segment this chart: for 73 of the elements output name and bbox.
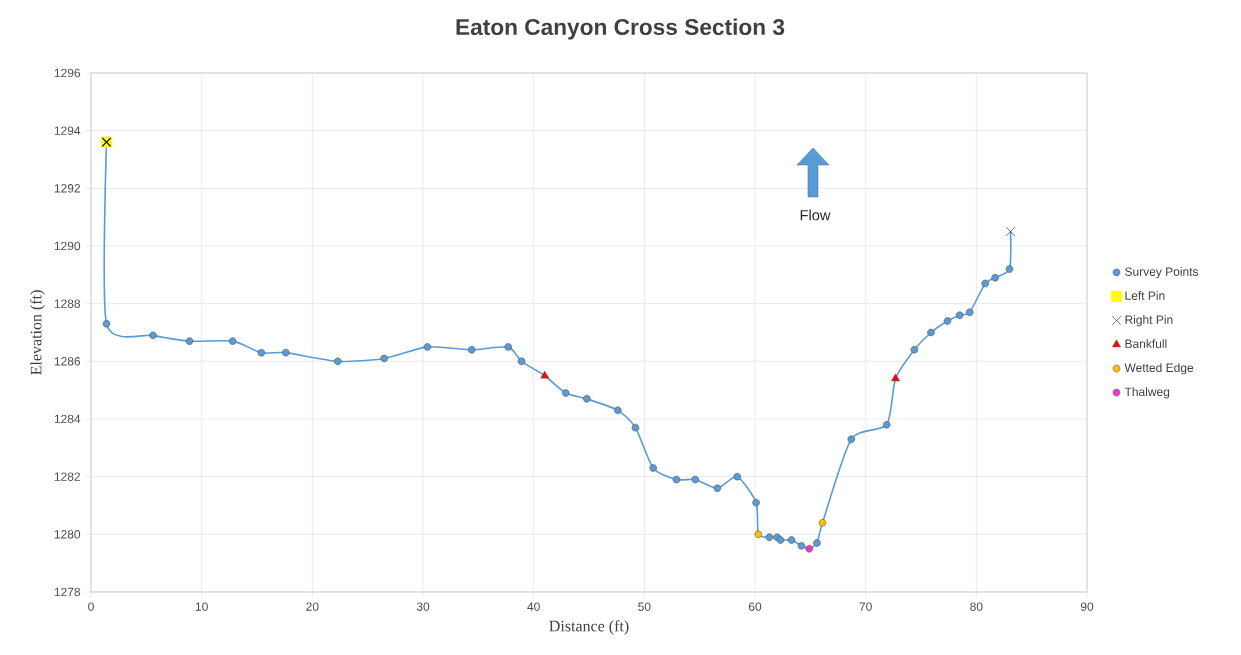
point [562,389,570,397]
point [847,435,856,443]
point [540,370,550,379]
point [185,337,194,345]
point [927,328,935,337]
x-tick-label: 90 [1080,602,1094,611]
y-tick-label: 1280 [54,530,81,539]
x-tick-label: 70 [859,602,872,611]
point [672,475,681,484]
y-tick-label: 1278 [54,587,81,597]
point [776,536,785,544]
point [965,308,974,317]
point [981,279,989,288]
point [1005,265,1014,273]
point [257,348,266,357]
point [797,542,806,550]
annotation: Flow [800,209,831,221]
legend-label: Thalweg [1124,387,1170,399]
point [631,423,640,432]
legend-label: Right Pin [1125,315,1173,327]
point [752,498,760,507]
point [228,337,237,345]
x-tick-label: 0 [88,602,94,611]
legend-label: Wetted Edge [1124,363,1194,375]
point [583,395,591,403]
x-tick-label: 20 [306,602,319,611]
point [910,346,919,354]
legend-label: Survey Points [1125,267,1199,279]
x-tick-label: 40 [527,602,540,611]
y-tick-label: 1282 [54,472,80,481]
point [765,533,774,541]
point [102,320,111,328]
point [787,536,796,544]
x-tick-label: 60 [748,602,762,611]
x-tick-label: 10 [195,602,208,611]
point [891,373,900,382]
point [467,346,476,354]
point [691,475,699,484]
point [380,354,388,363]
x-tick-label: 30 [416,602,430,611]
point [955,311,964,319]
point [943,317,952,325]
point [423,343,432,351]
point [733,472,742,481]
legend-label: Left Pin [1125,291,1165,300]
y-tick-label: 1296 [54,68,81,78]
y-tick-label: 1286 [54,357,81,366]
x-tick-label: 80 [970,602,983,611]
point [1006,227,1016,237]
y-tick-label: 1290 [54,241,81,251]
point [334,357,342,366]
point [805,545,813,553]
point [649,464,657,472]
point [754,530,763,539]
y-tick-label: 1284 [54,414,81,424]
point [713,484,722,492]
point [282,348,290,357]
x-tick-label: 50 [638,602,651,611]
point [991,273,999,282]
y-tick-label: 1288 [54,299,81,308]
y-tick-label: 1294 [54,126,81,135]
point [614,406,622,415]
x-axis-title: Distance (ft) [549,620,629,635]
point [813,539,821,547]
point [504,343,512,351]
point [517,357,526,366]
point [818,519,827,527]
legend-label: Bankfull [1125,339,1167,348]
point [149,331,157,340]
chart-title: Eaton Canyon Cross Section 3 [456,18,785,40]
point [882,421,891,429]
y-tick-label: 1292 [54,184,80,193]
y-axis-title: Elevation (ft) [30,290,45,375]
